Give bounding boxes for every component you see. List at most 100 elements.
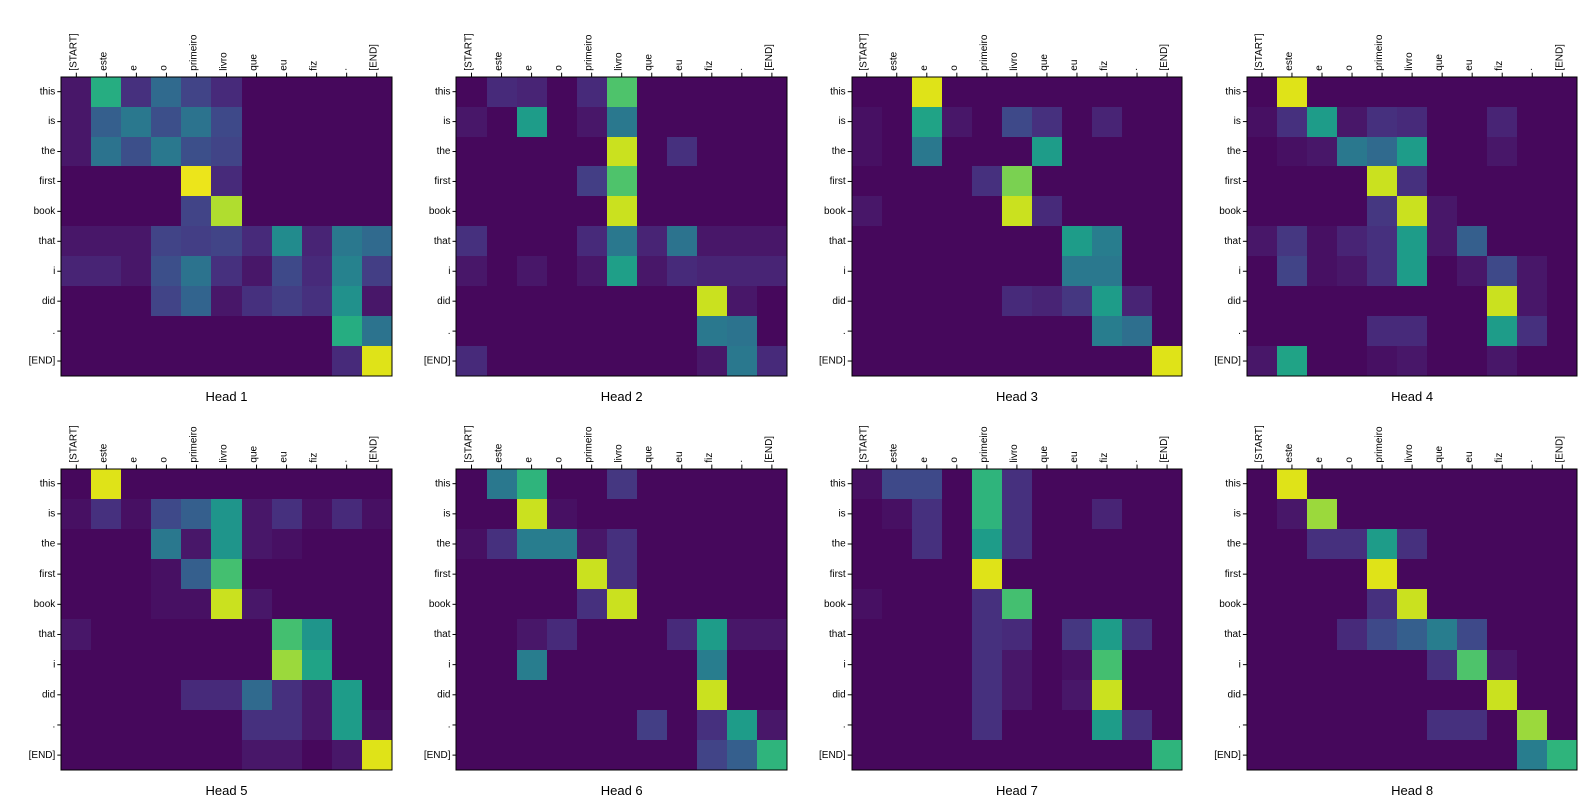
svg-text:this: this <box>40 478 56 489</box>
svg-text:livro: livro <box>614 444 625 463</box>
svg-text:i: i <box>1239 266 1241 277</box>
svg-text:did: did <box>437 689 450 700</box>
svg-text:.: . <box>843 720 846 731</box>
svg-text:[START]: [START] <box>68 33 79 71</box>
svg-text:.: . <box>1129 460 1140 463</box>
svg-text:que: que <box>644 445 655 462</box>
svg-text:[END]: [END] <box>1554 44 1565 71</box>
svg-text:[END]: [END] <box>424 750 451 761</box>
svg-text:is: is <box>1234 116 1241 127</box>
svg-text:book: book <box>1219 206 1242 217</box>
svg-text:first: first <box>39 176 55 187</box>
svg-text:que: que <box>249 445 260 462</box>
svg-text:primeiro: primeiro <box>584 34 595 71</box>
svg-text:is: is <box>838 116 845 127</box>
svg-text:primeiro: primeiro <box>979 34 990 71</box>
svg-text:livro: livro <box>219 444 230 463</box>
svg-text:did: did <box>832 689 845 700</box>
svg-text:eu: eu <box>1464 451 1475 462</box>
svg-text:fiz: fiz <box>1099 61 1110 71</box>
svg-text:Head 1: Head 1 <box>206 389 248 404</box>
svg-text:book: book <box>1219 599 1242 610</box>
svg-text:first: first <box>434 176 450 187</box>
svg-text:eu: eu <box>1069 451 1080 462</box>
svg-text:first: first <box>830 569 846 580</box>
svg-text:Head 3: Head 3 <box>996 389 1038 404</box>
svg-text:.: . <box>53 720 56 731</box>
svg-text:is: is <box>48 508 55 519</box>
svg-text:that: that <box>1224 629 1241 640</box>
svg-text:i: i <box>448 266 450 277</box>
svg-text:this: this <box>1225 478 1241 489</box>
svg-text:o: o <box>158 65 169 71</box>
svg-text:that: that <box>39 236 56 247</box>
svg-text:.: . <box>1238 720 1241 731</box>
svg-text:[END]: [END] <box>369 436 380 463</box>
svg-text:[END]: [END] <box>29 356 56 367</box>
svg-text:.: . <box>1129 68 1140 71</box>
svg-text:este: este <box>1284 51 1295 70</box>
svg-text:que: que <box>1434 54 1445 71</box>
svg-text:[END]: [END] <box>369 44 380 71</box>
svg-text:fiz: fiz <box>704 453 715 463</box>
svg-text:.: . <box>53 326 56 337</box>
svg-text:.: . <box>734 460 745 463</box>
svg-text:primeiro: primeiro <box>1374 34 1385 71</box>
svg-text:that: that <box>829 629 846 640</box>
svg-text:is: is <box>443 508 450 519</box>
svg-text:[END]: [END] <box>764 436 775 463</box>
svg-text:fiz: fiz <box>1099 453 1110 463</box>
svg-text:.: . <box>448 326 451 337</box>
svg-text:este: este <box>494 443 505 462</box>
svg-text:e: e <box>1314 457 1325 463</box>
svg-text:the: the <box>41 539 55 550</box>
svg-text:the: the <box>1227 539 1241 550</box>
svg-text:[START]: [START] <box>464 425 475 463</box>
svg-text:.: . <box>448 720 451 731</box>
svg-text:livro: livro <box>1009 52 1020 71</box>
svg-text:primeiro: primeiro <box>1374 426 1385 463</box>
svg-text:[START]: [START] <box>464 33 475 71</box>
svg-text:este: este <box>889 51 900 70</box>
svg-text:fiz: fiz <box>1494 453 1505 463</box>
svg-text:primeiro: primeiro <box>979 426 990 463</box>
svg-text:[START]: [START] <box>859 425 870 463</box>
svg-text:this: this <box>830 86 846 97</box>
svg-text:the: the <box>832 146 846 157</box>
svg-text:did: did <box>1228 296 1241 307</box>
svg-text:i: i <box>448 659 450 670</box>
svg-text:is: is <box>1234 508 1241 519</box>
svg-text:este: este <box>1284 443 1295 462</box>
svg-text:[END]: [END] <box>1214 750 1241 761</box>
svg-text:este: este <box>494 51 505 70</box>
svg-text:i: i <box>843 266 845 277</box>
svg-text:the: the <box>437 146 451 157</box>
svg-text:livro: livro <box>614 52 625 71</box>
svg-text:did: did <box>832 296 845 307</box>
svg-text:que: que <box>1039 445 1050 462</box>
svg-text:book: book <box>824 206 847 217</box>
svg-text:livro: livro <box>1404 52 1415 71</box>
svg-text:[END]: [END] <box>1159 436 1170 463</box>
svg-text:that: that <box>39 629 56 640</box>
svg-text:.: . <box>1524 460 1535 463</box>
svg-text:.: . <box>734 68 745 71</box>
svg-text:[END]: [END] <box>764 44 775 71</box>
svg-text:[START]: [START] <box>859 33 870 71</box>
svg-text:que: que <box>1039 54 1050 71</box>
svg-text:i: i <box>53 266 55 277</box>
svg-text:Head 7: Head 7 <box>996 783 1038 798</box>
svg-text:book: book <box>34 206 57 217</box>
svg-text:o: o <box>158 457 169 463</box>
svg-text:Head 2: Head 2 <box>601 389 643 404</box>
svg-text:is: is <box>838 508 845 519</box>
svg-text:eu: eu <box>674 451 685 462</box>
svg-text:.: . <box>1238 326 1241 337</box>
svg-text:the: the <box>437 539 451 550</box>
svg-text:i: i <box>53 659 55 670</box>
svg-text:Head 8: Head 8 <box>1391 783 1433 798</box>
svg-text:[START]: [START] <box>1254 33 1265 71</box>
svg-text:o: o <box>1344 65 1355 71</box>
svg-text:este: este <box>98 51 109 70</box>
svg-text:book: book <box>824 599 847 610</box>
